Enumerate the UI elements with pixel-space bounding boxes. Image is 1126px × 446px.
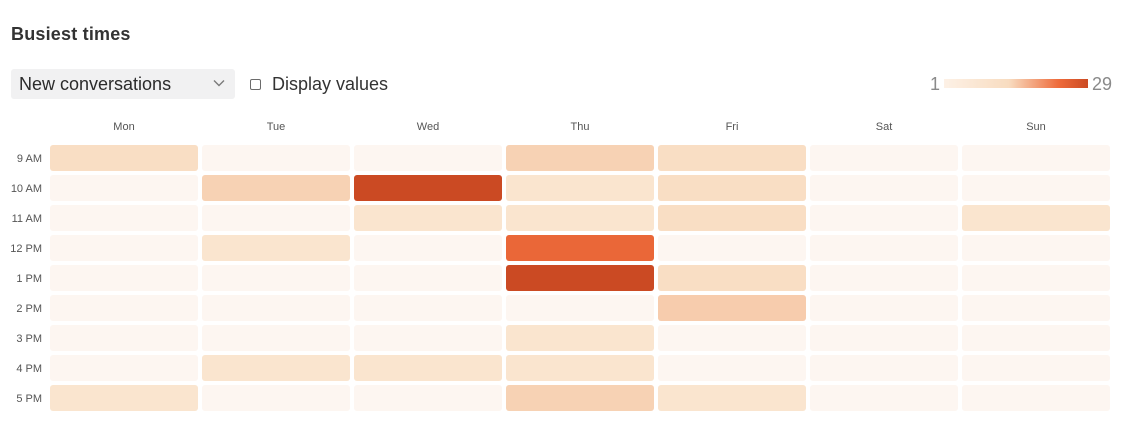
display-values-checkbox[interactable]: [250, 78, 261, 90]
heatmap-cell-thu-2-pm[interactable]: [506, 295, 654, 321]
heatmap-cell-tue-1-pm[interactable]: [202, 265, 350, 291]
heatmap-cell-wed-9-am[interactable]: [354, 145, 502, 171]
column-label-mon: Mon: [113, 121, 134, 133]
heatmap-cell-tue-12-pm[interactable]: [202, 235, 350, 261]
heatmap-cell-sat-4-pm[interactable]: [810, 355, 958, 381]
heatmap-cell-sun-2-pm[interactable]: [962, 295, 1110, 321]
heatmap-cell-tue-3-pm[interactable]: [202, 325, 350, 351]
heatmap-cell-tue-10-am[interactable]: [202, 175, 350, 201]
heatmap-cell-thu-1-pm[interactable]: [506, 265, 654, 291]
heatmap-cell-mon-12-pm[interactable]: [50, 235, 198, 261]
row-label-9-am: 9 AM: [17, 153, 42, 165]
chevron-down-icon: [213, 80, 225, 87]
heatmap-cell-sun-5-pm[interactable]: [962, 385, 1110, 411]
column-label-sat: Sat: [876, 121, 893, 133]
heatmap-cell-sat-12-pm[interactable]: [810, 235, 958, 261]
row-label-2-pm: 2 PM: [16, 303, 42, 315]
heatmap-cell-sat-2-pm[interactable]: [810, 295, 958, 321]
heatmap-cell-mon-2-pm[interactable]: [50, 295, 198, 321]
heatmap-cell-sun-3-pm[interactable]: [962, 325, 1110, 351]
heatmap-cell-wed-12-pm[interactable]: [354, 235, 502, 261]
legend-min-label: 1: [930, 74, 941, 94]
display-values-toggle[interactable]: Display values: [250, 73, 388, 95]
heatmap-cell-tue-2-pm[interactable]: [202, 295, 350, 321]
display-values-label: Display values: [272, 73, 389, 94]
column-label-tue: Tue: [267, 121, 286, 133]
heatmap-cell-fri-5-pm[interactable]: [658, 385, 806, 411]
heatmap-cell-sat-3-pm[interactable]: [810, 325, 958, 351]
heatmap-cell-thu-5-pm[interactable]: [506, 385, 654, 411]
heatmap-cell-tue-4-pm[interactable]: [202, 355, 350, 381]
heatmap-cell-sun-9-am[interactable]: [962, 145, 1110, 171]
heatmap-cell-sun-10-am[interactable]: [962, 175, 1110, 201]
row-label-11-am: 11 AM: [12, 213, 42, 225]
heatmap-cell-thu-9-am[interactable]: [506, 145, 654, 171]
heatmap-cell-sun-1-pm[interactable]: [962, 265, 1110, 291]
row-label-3-pm: 3 PM: [16, 333, 42, 345]
heatmap-cell-fri-2-pm[interactable]: [658, 295, 806, 321]
heatmap-cell-wed-1-pm[interactable]: [354, 265, 502, 291]
heatmap-cell-fri-11-am[interactable]: [658, 205, 806, 231]
column-label-fri: Fri: [726, 121, 739, 133]
chart-title: Busiest times: [11, 24, 131, 44]
heatmap-cell-fri-10-am[interactable]: [658, 175, 806, 201]
column-label-sun: Sun: [1026, 121, 1046, 133]
column-label-thu: Thu: [571, 121, 590, 133]
heatmap-cell-sat-5-pm[interactable]: [810, 385, 958, 411]
heatmap-cell-mon-10-am[interactable]: [50, 175, 198, 201]
heatmap-cell-mon-4-pm[interactable]: [50, 355, 198, 381]
heatmap-cell-tue-11-am[interactable]: [202, 205, 350, 231]
heatmap-cell-fri-4-pm[interactable]: [658, 355, 806, 381]
heatmap-cell-mon-9-am[interactable]: [50, 145, 198, 171]
heatmap-cell-sat-10-am[interactable]: [810, 175, 958, 201]
heatmap-cell-wed-10-am[interactable]: [354, 175, 502, 201]
row-label-12-pm: 12 PM: [10, 243, 42, 255]
metric-select-value: New conversations: [19, 73, 172, 94]
heatmap-cell-sat-11-am[interactable]: [810, 205, 958, 231]
heatmap-cell-sat-9-am[interactable]: [810, 145, 958, 171]
heatmap-cell-wed-2-pm[interactable]: [354, 295, 502, 321]
heatmap-cell-mon-3-pm[interactable]: [50, 325, 198, 351]
heatmap-cell-wed-3-pm[interactable]: [354, 325, 502, 351]
heatmap-cell-sun-11-am[interactable]: [962, 205, 1110, 231]
heatmap-cell-thu-3-pm[interactable]: [506, 325, 654, 351]
heatmap-cell-wed-4-pm[interactable]: [354, 355, 502, 381]
heatmap-cell-mon-5-pm[interactable]: [50, 385, 198, 411]
heatmap-cell-fri-9-am[interactable]: [658, 145, 806, 171]
heatmap-cell-wed-11-am[interactable]: [354, 205, 502, 231]
row-label-5-pm: 5 PM: [16, 393, 42, 405]
heatmap-cell-fri-1-pm[interactable]: [658, 265, 806, 291]
heatmap-cell-mon-11-am[interactable]: [50, 205, 198, 231]
heatmap-cell-thu-4-pm[interactable]: [506, 355, 654, 381]
heatmap-cell-fri-3-pm[interactable]: [658, 325, 806, 351]
heatmap-cell-thu-12-pm[interactable]: [506, 235, 654, 261]
legend-color-scale: [944, 79, 1088, 88]
heatmap-cell-fri-12-pm[interactable]: [658, 235, 806, 261]
row-label-4-pm: 4 PM: [16, 363, 42, 375]
legend-max-label: 29: [1092, 74, 1113, 94]
heatmap-cell-tue-5-pm[interactable]: [202, 385, 350, 411]
column-label-wed: Wed: [417, 121, 439, 133]
heatmap-cell-thu-11-am[interactable]: [506, 205, 654, 231]
heatmap-cell-sun-12-pm[interactable]: [962, 235, 1110, 261]
heatmap-cell-wed-5-pm[interactable]: [354, 385, 502, 411]
heatmap-cell-thu-10-am[interactable]: [506, 175, 654, 201]
metric-select[interactable]: New conversations: [11, 69, 235, 99]
heatmap-cell-sun-4-pm[interactable]: [962, 355, 1110, 381]
heatmap-cell-tue-9-am[interactable]: [202, 145, 350, 171]
heatmap-cell-sat-1-pm[interactable]: [810, 265, 958, 291]
row-label-10-am: 10 AM: [11, 183, 42, 195]
row-label-1-pm: 1 PM: [16, 273, 42, 285]
heatmap-cell-mon-1-pm[interactable]: [50, 265, 198, 291]
